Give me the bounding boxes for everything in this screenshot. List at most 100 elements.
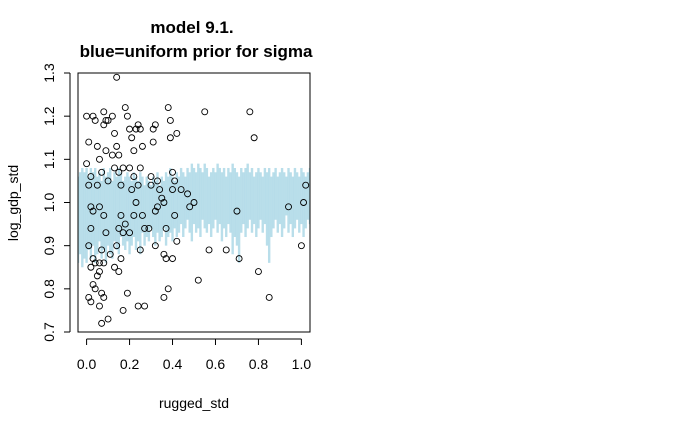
data-point <box>173 237 181 245</box>
data-point <box>128 186 136 194</box>
data-point <box>138 211 146 219</box>
data-point <box>166 134 174 142</box>
y-tick-label: 1.2 <box>41 106 57 126</box>
x-axis-label: rugged_std <box>159 395 229 411</box>
data-point <box>119 164 127 172</box>
data-points <box>83 73 310 327</box>
data-point <box>91 285 99 293</box>
x-tick-label: 0.8 <box>249 356 269 372</box>
data-point <box>121 220 129 228</box>
data-point <box>108 151 116 159</box>
data-point <box>151 121 159 129</box>
data-point <box>93 142 101 150</box>
data-point <box>194 276 202 284</box>
data-point <box>158 194 166 202</box>
data-point <box>184 190 192 198</box>
data-point <box>169 186 176 194</box>
data-point <box>87 173 95 181</box>
data-point <box>119 306 127 314</box>
x-tick-label: 1.0 <box>292 356 312 372</box>
data-point <box>93 272 101 280</box>
data-point <box>89 207 97 215</box>
x-axis: 0.0 0.2 0.4 0.6 0.8 1.0 <box>77 338 312 372</box>
data-point <box>115 168 123 176</box>
data-point <box>177 186 185 194</box>
data-point <box>166 117 174 124</box>
data-point <box>126 164 134 172</box>
data-point <box>111 164 118 172</box>
y-tick-label: 1.0 <box>41 193 57 213</box>
data-point <box>233 207 241 215</box>
data-point <box>160 294 168 301</box>
data-point <box>147 173 155 181</box>
data-point <box>134 121 142 129</box>
data-point <box>123 112 131 120</box>
data-point <box>96 259 103 267</box>
data-point <box>154 203 161 211</box>
data-point <box>85 181 93 189</box>
y-axis: 0.7 0.8 0.9 1.0 1.1 1.2 1.3 <box>41 63 71 342</box>
data-point <box>149 125 157 133</box>
data-point <box>91 259 99 267</box>
data-point <box>147 181 155 189</box>
data-point <box>164 285 172 293</box>
data-point <box>145 224 153 232</box>
data-point <box>85 242 93 250</box>
data-point <box>98 168 106 176</box>
data-point <box>138 142 146 150</box>
data-point <box>235 255 243 263</box>
data-point <box>100 259 108 267</box>
data-point <box>149 138 157 146</box>
data-point <box>285 203 292 211</box>
data-point <box>190 199 198 206</box>
data-point <box>151 242 159 250</box>
data-point <box>115 151 123 159</box>
data-point <box>91 117 99 124</box>
data-point <box>87 263 95 271</box>
data-point <box>102 229 110 237</box>
data-point <box>171 211 179 219</box>
plot-frame <box>77 72 311 333</box>
data-point <box>96 268 103 276</box>
data-point <box>113 142 121 150</box>
data-point <box>89 281 97 288</box>
data-point <box>151 207 159 215</box>
data-point <box>136 246 144 254</box>
y-tick-label: 0.8 <box>41 279 57 299</box>
data-point <box>205 246 213 254</box>
data-point <box>111 129 118 137</box>
data-point <box>121 104 129 111</box>
data-point <box>265 294 273 301</box>
data-point <box>201 108 209 116</box>
x-tick-label: 0.2 <box>120 356 140 372</box>
x-tick-label: 0.0 <box>77 356 97 372</box>
chart-title: model 9.1. <box>150 18 233 37</box>
data-point <box>111 263 118 271</box>
data-point <box>98 319 106 327</box>
data-point <box>297 242 305 250</box>
data-point <box>89 112 97 120</box>
data-point <box>128 134 136 142</box>
data-point <box>130 173 138 181</box>
data-point <box>134 181 142 189</box>
data-point <box>87 298 95 306</box>
data-point <box>96 155 103 163</box>
data-point <box>254 268 262 276</box>
data-point <box>250 134 258 142</box>
y-tick-label: 1.3 <box>41 63 57 83</box>
data-point <box>117 255 125 263</box>
data-point <box>100 108 108 116</box>
data-point <box>96 203 103 211</box>
data-point <box>85 138 93 146</box>
data-point <box>160 250 168 258</box>
data-point <box>100 211 108 219</box>
data-point <box>100 294 108 301</box>
data-point <box>126 229 134 237</box>
data-point <box>132 199 140 206</box>
data-point <box>83 160 91 168</box>
data-point <box>113 242 121 250</box>
data-point <box>160 199 168 206</box>
data-point <box>123 289 131 297</box>
data-point <box>169 255 176 263</box>
data-point <box>162 224 170 232</box>
